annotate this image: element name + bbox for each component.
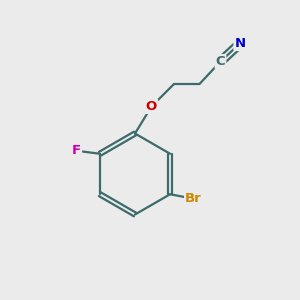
Text: C: C [216,55,225,68]
Text: Br: Br [185,192,202,205]
Text: N: N [234,37,246,50]
Text: O: O [146,100,157,113]
Text: F: F [72,144,81,157]
